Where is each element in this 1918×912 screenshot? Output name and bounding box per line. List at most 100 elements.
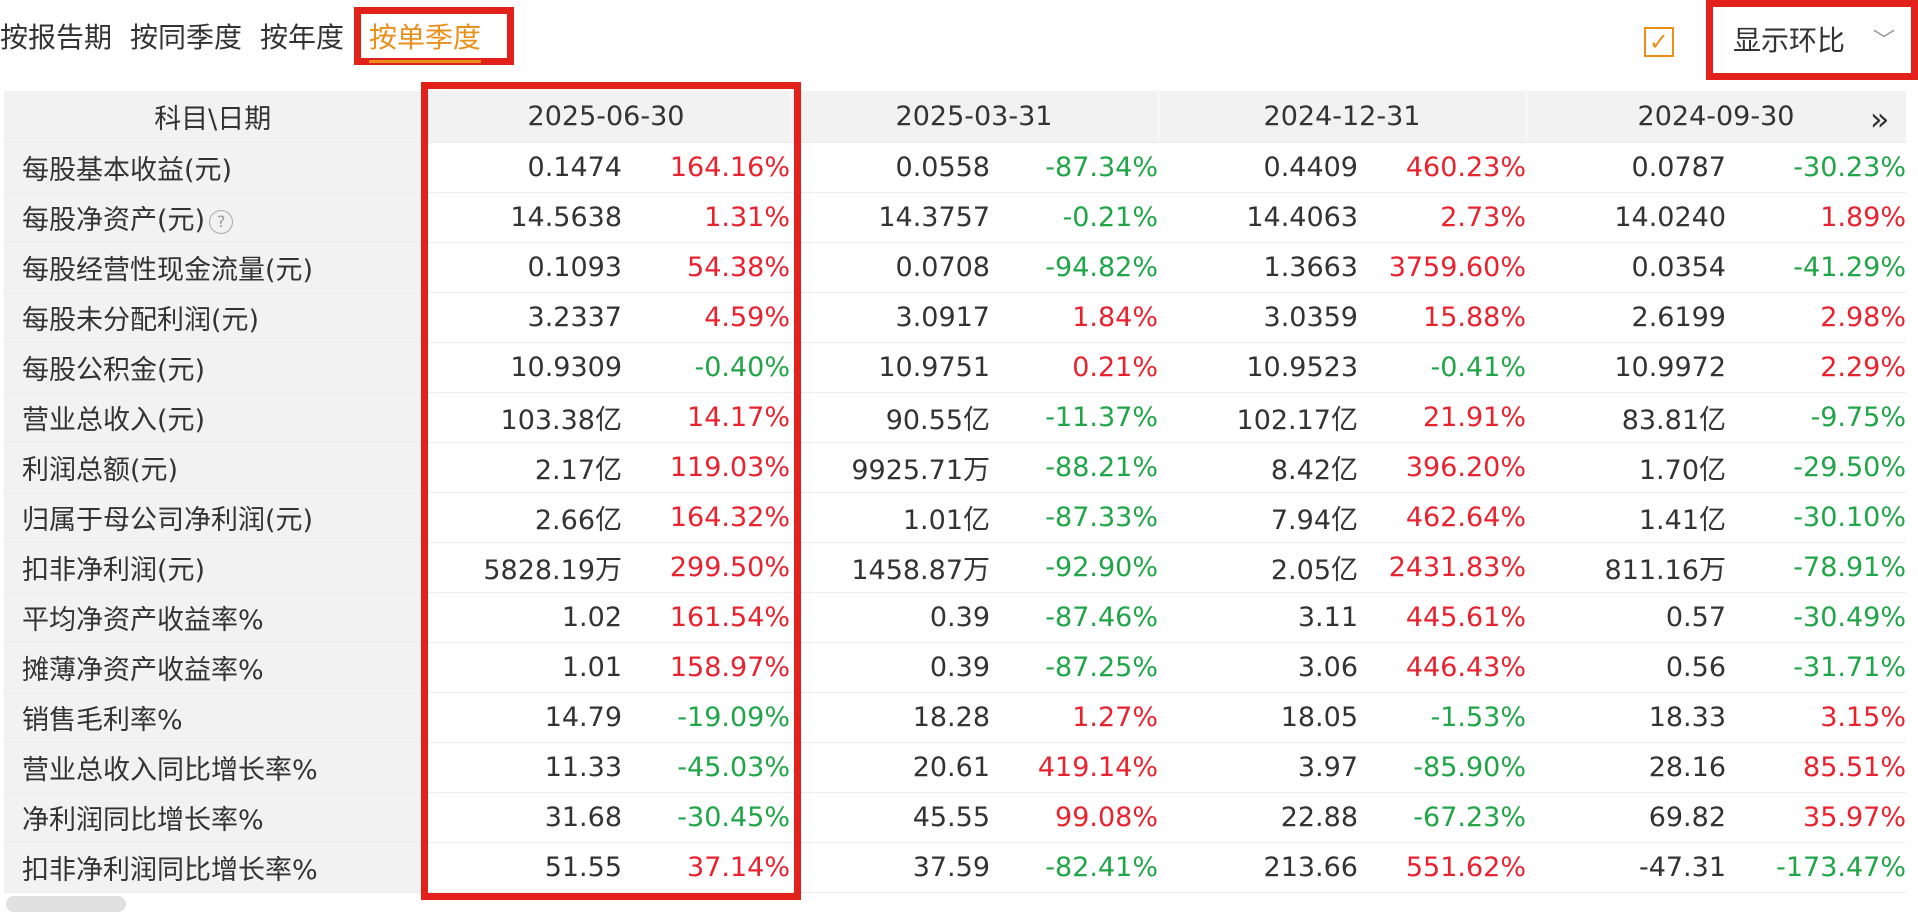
- value-cell: 103.38亿: [422, 392, 622, 443]
- check-icon: ✓: [1648, 28, 1670, 56]
- value-cell: 2.66亿: [422, 492, 622, 543]
- tab-by-year[interactable]: 按年度: [260, 21, 345, 54]
- table-row: 净利润同比增长率% 31.68 -30.45% 45.55 99.08% 22.88 -67…: [4, 792, 1906, 843]
- active-tab-highlight: 按单季度: [354, 7, 515, 65]
- display-options: ✓ 显示环比 ﹀: [1643, 0, 1918, 80]
- change-percent-cell: 1.89%: [1726, 192, 1906, 243]
- change-percent-cell: -29.50%: [1726, 442, 1906, 493]
- value-cell: 0.39: [790, 642, 990, 693]
- table-row: 销售毛利率% 14.79 -19.09% 18.28 1.27% 18.05 -1.53% 1…: [4, 692, 1906, 743]
- row-label: 归属于母公司净利润(元): [22, 504, 314, 536]
- change-percent-cell: 462.64%: [1358, 492, 1526, 543]
- table-header-row: 科目\日期 2025-06-30 2025-03-31 2024-12-31 2…: [4, 91, 1907, 143]
- value-cell: 2.17亿: [422, 442, 622, 493]
- next-columns-icon[interactable]: »: [1869, 100, 1890, 138]
- change-percent-cell: 54.38%: [622, 242, 790, 293]
- change-percent-cell: 15.88%: [1358, 292, 1526, 343]
- change-percent-cell: 14.17%: [622, 392, 790, 443]
- change-percent-cell: 37.14%: [622, 842, 790, 893]
- change-percent-cell: -92.90%: [990, 542, 1158, 593]
- row-label: 销售毛利率%: [22, 704, 183, 736]
- column-header-date: 2024-09-30: [1637, 100, 1795, 132]
- table-row: 归属于母公司净利润(元) 2.66亿 164.32% 1.01亿 -87.33% 7.94…: [4, 492, 1906, 543]
- value-cell: 2.05亿: [1158, 542, 1358, 593]
- display-mode-select[interactable]: 显示环比 ﹀: [1705, 0, 1918, 80]
- row-label-cell: 每股基本收益(元): [4, 142, 422, 193]
- change-percent-cell: -30.49%: [1726, 592, 1906, 643]
- change-percent-cell: 1.84%: [990, 292, 1158, 343]
- tab-by-same-quarter[interactable]: 按同季度: [130, 21, 243, 54]
- tab-by-single-quarter[interactable]: 按单季度: [369, 17, 482, 63]
- table-row: 每股净资产(元)? 14.5638 1.31% 14.3757 -0.21% 14.406…: [4, 192, 1906, 243]
- column-header-date: 2024-12-31: [1158, 91, 1527, 143]
- value-cell: 10.9972: [1526, 342, 1726, 393]
- row-label-cell: 营业总收入(元): [4, 392, 422, 443]
- value-cell: 14.0240: [1526, 192, 1726, 243]
- row-label: 每股基本收益(元): [22, 154, 233, 186]
- value-cell: 0.39: [790, 592, 990, 643]
- row-label: 扣非净利润(元): [22, 554, 206, 586]
- change-percent-cell: -67.23%: [1358, 792, 1526, 843]
- value-cell: 0.0708: [790, 242, 990, 293]
- change-percent-cell: 3.15%: [1726, 692, 1906, 743]
- change-percent-cell: 551.62%: [1358, 842, 1526, 893]
- row-label: 每股经营性现金流量(元): [22, 254, 314, 286]
- horizontal-scrollbar[interactable]: [6, 896, 126, 912]
- change-percent-cell: 445.61%: [1358, 592, 1526, 643]
- value-cell: 1458.87万: [790, 542, 990, 593]
- change-percent-cell: -30.23%: [1726, 142, 1906, 193]
- change-percent-cell: 119.03%: [622, 442, 790, 493]
- value-cell: 90.55亿: [790, 392, 990, 443]
- change-percent-cell: -11.37%: [990, 392, 1158, 443]
- change-percent-cell: 1.27%: [990, 692, 1158, 743]
- change-percent-cell: -41.29%: [1726, 242, 1906, 293]
- change-percent-cell: 2.98%: [1726, 292, 1906, 343]
- change-percent-cell: -1.53%: [1358, 692, 1526, 743]
- row-label: 扣非净利润同比增长率%: [22, 854, 318, 886]
- change-percent-cell: -87.46%: [990, 592, 1158, 643]
- change-percent-cell: 419.14%: [990, 742, 1158, 793]
- value-cell: 10.9751: [790, 342, 990, 393]
- table-row: 摊薄净资产收益率% 1.01 158.97% 0.39 -87.25% 3.06 446.4…: [4, 642, 1906, 693]
- value-cell: 18.28: [790, 692, 990, 743]
- change-percent-cell: -82.41%: [990, 842, 1158, 893]
- value-cell: 0.0558: [790, 142, 990, 193]
- value-cell: 31.68: [422, 792, 622, 843]
- value-cell: 5828.19万: [422, 542, 622, 593]
- row-label-cell: 利润总额(元): [4, 442, 422, 493]
- change-percent-cell: 460.23%: [1358, 142, 1526, 193]
- row-label-cell: 扣非净利润(元): [4, 542, 422, 593]
- value-cell: -47.31: [1526, 842, 1726, 893]
- value-cell: 18.05: [1158, 692, 1358, 743]
- change-percent-cell: 396.20%: [1358, 442, 1526, 493]
- row-label: 每股未分配利润(元): [22, 304, 260, 336]
- table-row: 每股未分配利润(元) 3.2337 4.59% 3.0917 1.84% 3.0359 15…: [4, 292, 1906, 343]
- table-row: 扣非净利润同比增长率% 51.55 37.14% 37.59 -82.41% 213.66…: [4, 842, 1906, 893]
- change-percent-cell: -0.21%: [990, 192, 1158, 243]
- value-cell: 1.3663: [1158, 242, 1358, 293]
- row-label: 平均净资产收益率%: [22, 604, 264, 636]
- change-percent-cell: -0.40%: [622, 342, 790, 393]
- value-cell: 20.61: [790, 742, 990, 793]
- help-icon[interactable]: ?: [209, 209, 234, 234]
- change-percent-cell: -87.33%: [990, 492, 1158, 543]
- change-percent-cell: 164.32%: [622, 492, 790, 543]
- change-percent-cell: 4.59%: [622, 292, 790, 343]
- subject-date-header: 科目\日期: [4, 91, 423, 143]
- value-cell: 213.66: [1158, 842, 1358, 893]
- change-percent-cell: 2.29%: [1726, 342, 1906, 393]
- change-percent-cell: -87.34%: [990, 142, 1158, 193]
- value-cell: 3.06: [1158, 642, 1358, 693]
- value-cell: 1.01: [422, 642, 622, 693]
- table-row: 平均净资产收益率% 1.02 161.54% 0.39 -87.46% 3.11 445.6…: [4, 592, 1906, 643]
- change-percent-cell: -85.90%: [1358, 742, 1526, 793]
- value-cell: 3.97: [1158, 742, 1358, 793]
- tab-by-report-period[interactable]: 按报告期: [0, 21, 113, 54]
- table-row: 营业总收入同比增长率% 11.33 -45.03% 20.61 419.14% 3.97-…: [4, 742, 1906, 793]
- show-qoq-checkbox[interactable]: ✓: [1643, 27, 1674, 57]
- change-percent-cell: 299.50%: [622, 542, 790, 593]
- row-label-cell: 扣非净利润同比增长率%: [4, 842, 422, 893]
- display-mode-label: 显示环比: [1732, 24, 1845, 57]
- row-label-cell: 归属于母公司净利润(元): [4, 492, 422, 543]
- change-percent-cell: 1.31%: [622, 192, 790, 243]
